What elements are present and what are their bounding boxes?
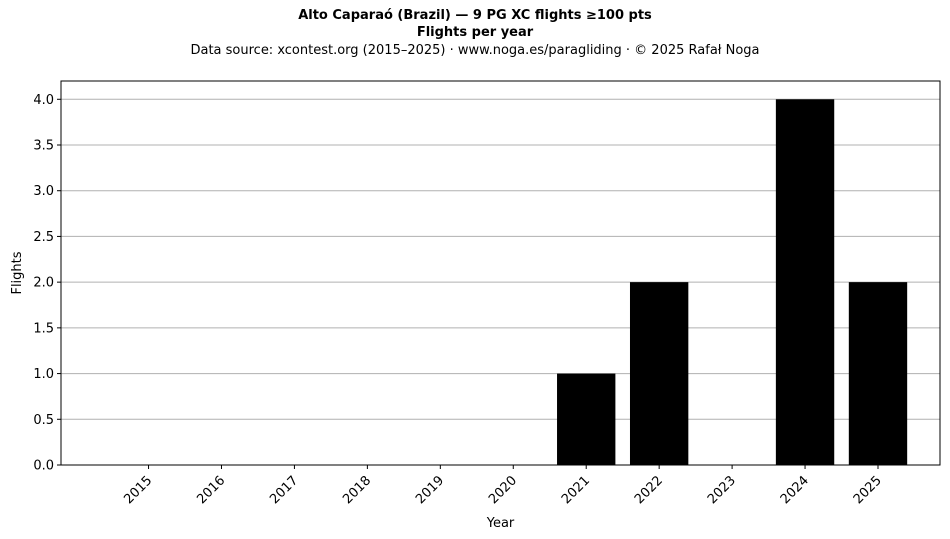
x-tick-label: 2025: [851, 473, 885, 507]
y-tick-label: 1.0: [33, 367, 54, 382]
x-tick-label: 2015: [121, 473, 155, 507]
x-tick-label: 2023: [705, 473, 739, 507]
x-axis-label: Year: [486, 516, 515, 531]
x-tick-label: 2016: [194, 473, 228, 507]
bars: [557, 99, 908, 466]
x-tick-label: 2024: [778, 473, 812, 507]
x-tick-label: 2018: [340, 473, 374, 507]
plot-frame: [60, 80, 941, 466]
y-tick-label: 0.0: [33, 459, 54, 474]
y-tick-label: 2.0: [33, 276, 54, 291]
y-tick-label: 4.0: [33, 93, 54, 108]
x-tick-label: 2020: [486, 473, 520, 507]
y-tick-label: 1.5: [33, 321, 54, 336]
y-axis: 0.0 0.5 1.0 1.5 2.0 2.5 3.0 3.5 4.0: [33, 93, 61, 474]
x-tick-label: 2021: [559, 473, 593, 507]
x-axis: 2015 2016 2017 2018 2019 2020 2021 2022 2023 2024…: [121, 465, 885, 507]
y-axis-label: Flights: [10, 251, 25, 294]
y-tick-label: 3.0: [33, 184, 54, 199]
y-tick-label: 2.5: [33, 230, 54, 245]
y-tick-label: 3.5: [33, 139, 54, 154]
y-tick-label: 0.5: [33, 413, 54, 428]
bar-2024: [775, 99, 835, 466]
chart-title: Alto Caparaó (Brazil) — 9 PG XC flights …: [298, 8, 652, 23]
chart-source-note: Data source: xcontest.org (2015–2025) · …: [190, 43, 760, 58]
x-tick-label: 2022: [632, 473, 666, 507]
bar-2025: [848, 282, 908, 465]
x-tick-label: 2019: [413, 473, 447, 507]
bar-2022: [629, 282, 689, 465]
bar-2021: [557, 373, 616, 465]
x-tick-label: 2017: [267, 473, 301, 507]
chart-subtitle: Flights per year: [416, 25, 534, 40]
